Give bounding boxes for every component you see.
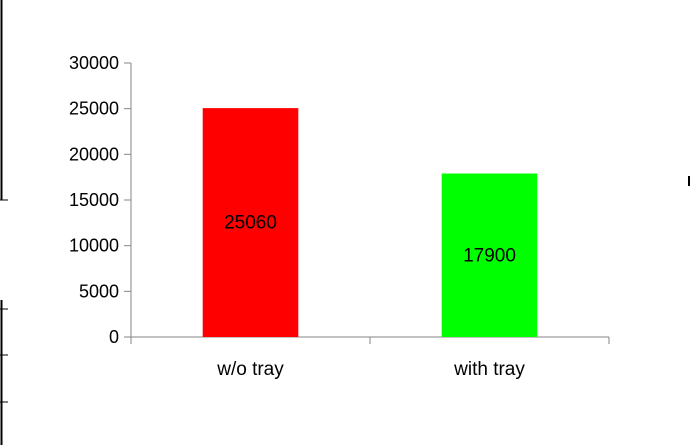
bars xyxy=(202,108,538,337)
y-tick-label: 0 xyxy=(109,327,119,347)
bar-without-tray xyxy=(202,108,299,337)
bar-value-label: 25060 xyxy=(224,213,277,234)
bar-with-tray xyxy=(441,173,538,337)
y-tick-label: 30000 xyxy=(69,53,119,73)
x-category-label: with tray xyxy=(453,359,525,380)
x-axis: w/o tray with tray xyxy=(130,336,610,380)
y-tick-label: 20000 xyxy=(69,144,119,164)
y-tick-label: 10000 xyxy=(69,236,119,256)
data-labels: 25060 17900 xyxy=(224,213,516,267)
y-tick-label: 5000 xyxy=(79,281,119,301)
y-tick-label: 25000 xyxy=(69,99,119,119)
y-tick-label: 15000 xyxy=(69,190,119,210)
bar-value-label: 17900 xyxy=(463,245,516,266)
y-axis: 0 5000 10000 15000 20000 25000 30000 xyxy=(69,53,132,347)
x-category-label: w/o tray xyxy=(216,359,284,380)
